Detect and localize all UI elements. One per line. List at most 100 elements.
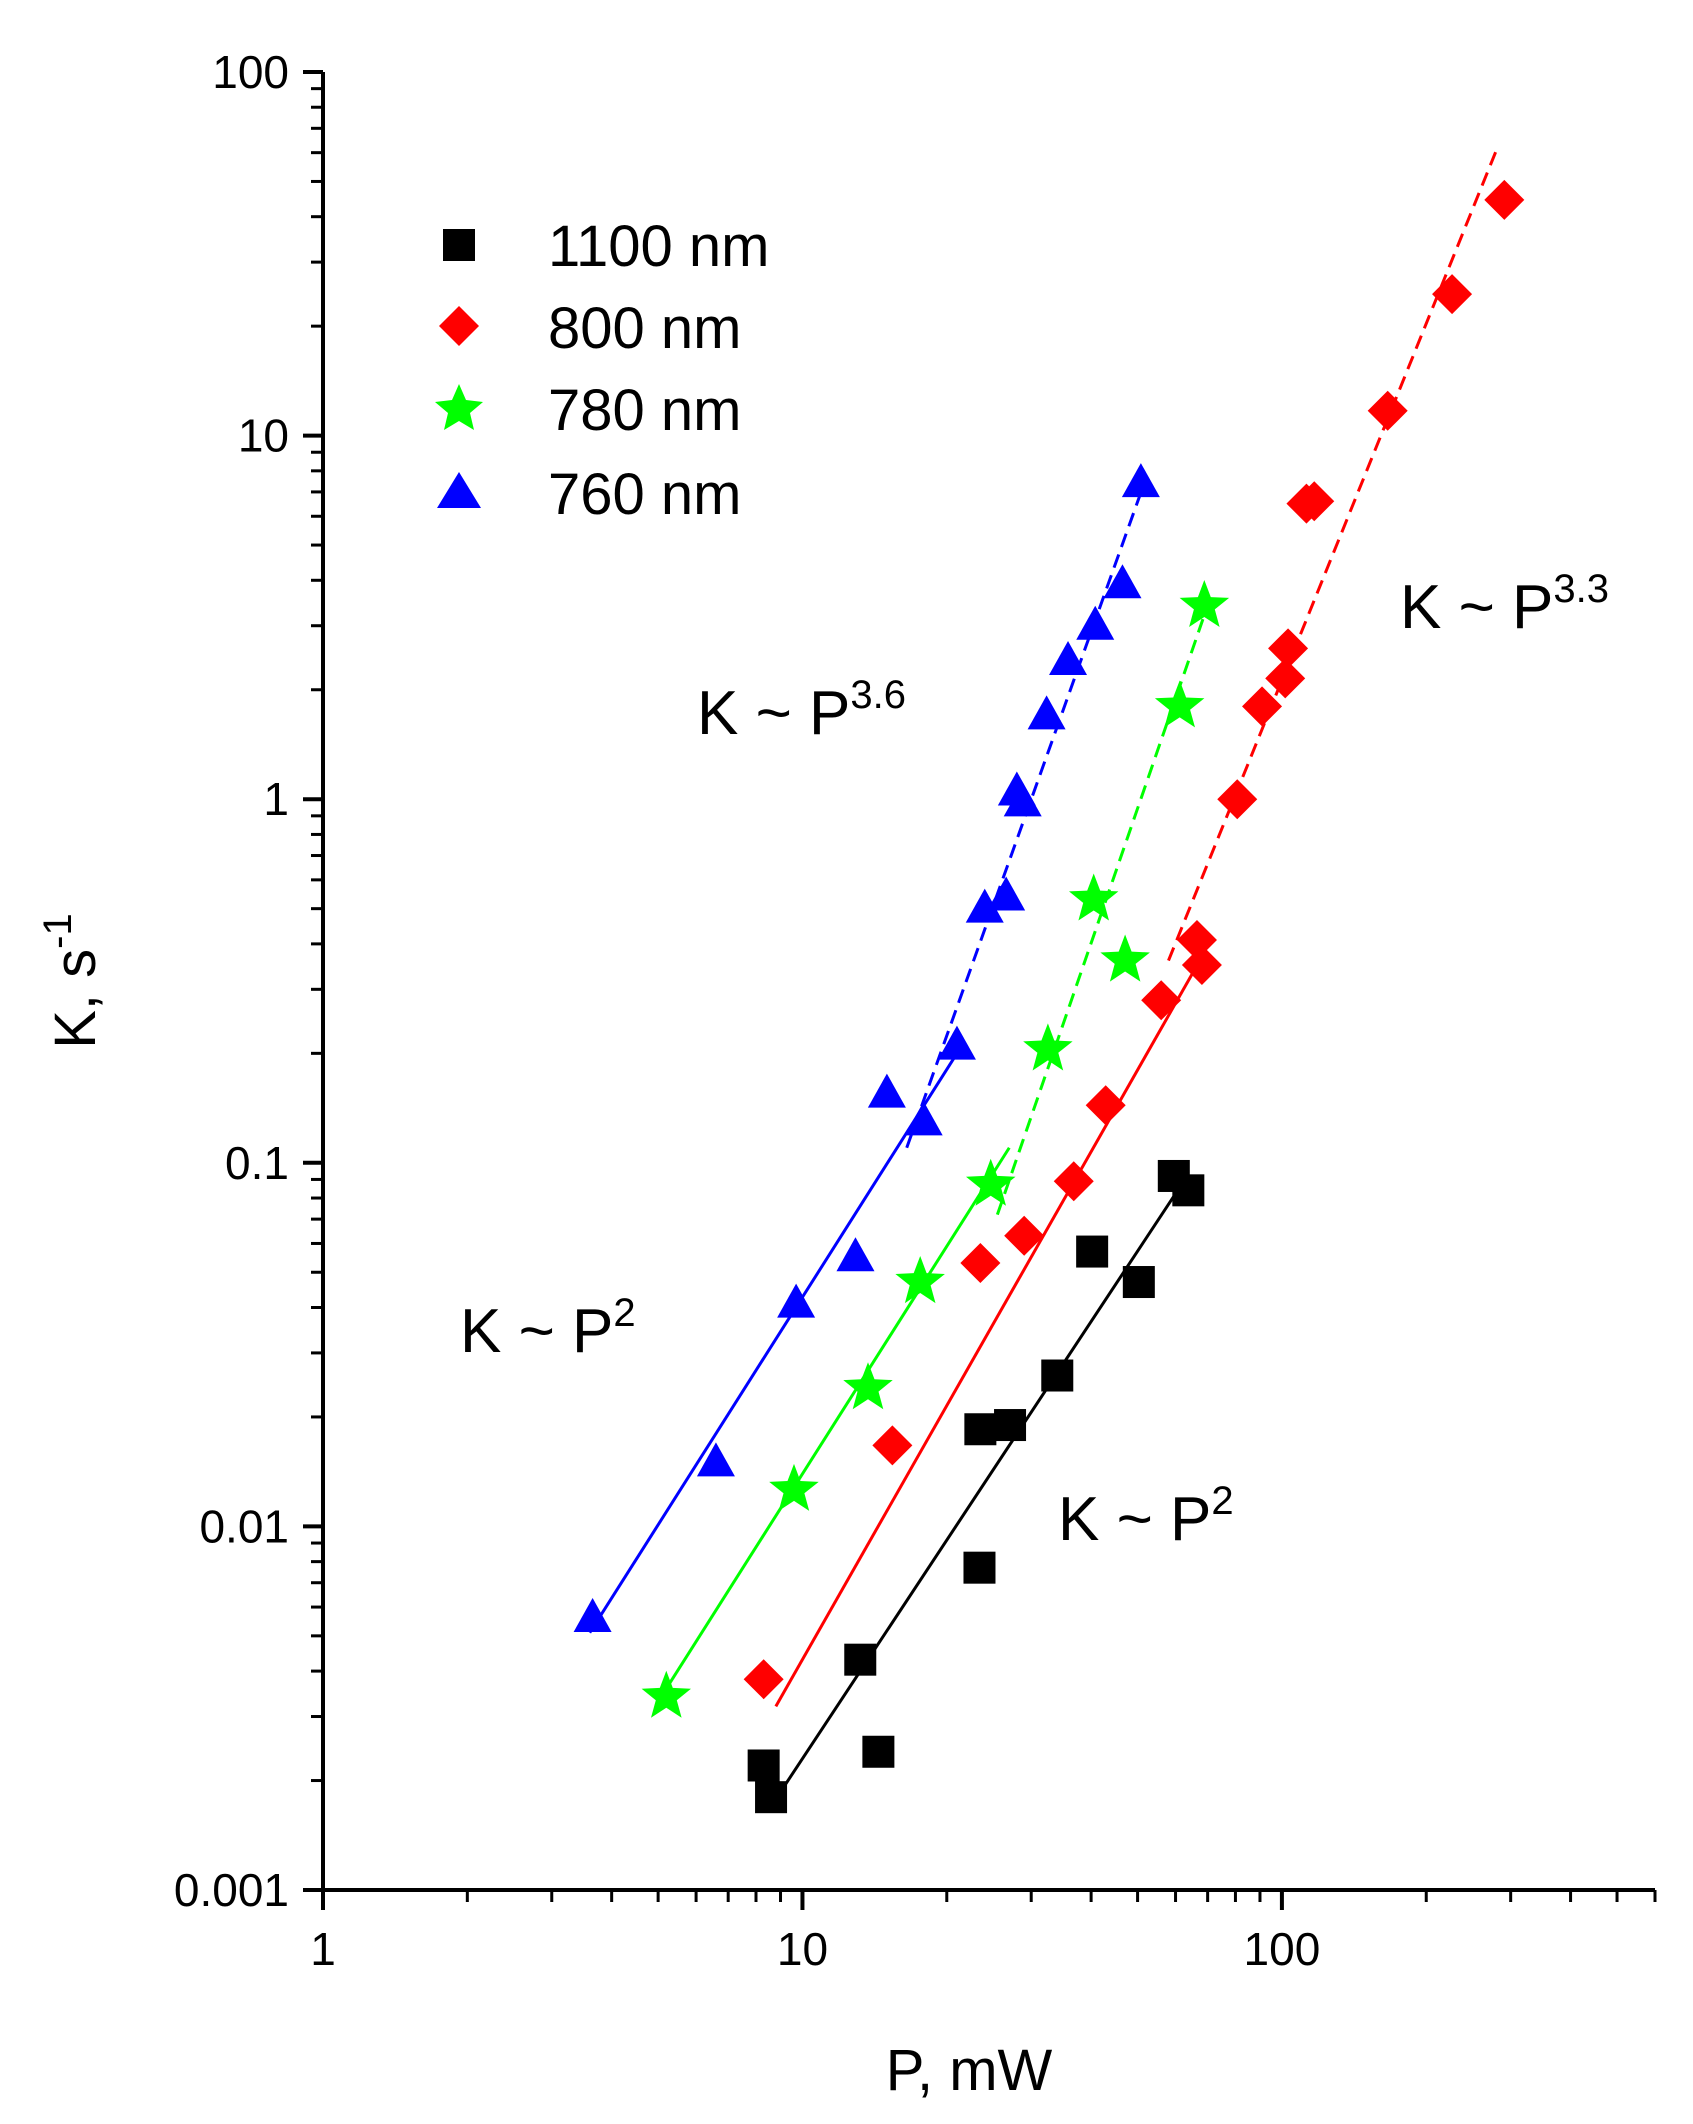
y-tick-label: 100 bbox=[212, 46, 289, 98]
data-point-square bbox=[1041, 1359, 1074, 1392]
legend: 1100 nm 800 nm 780 nm 760 nm bbox=[435, 214, 769, 527]
data-point-star bbox=[843, 1362, 893, 1410]
axes bbox=[321, 72, 1655, 1892]
data-point-star bbox=[1179, 580, 1230, 627]
annotation-exponent: 3.6 bbox=[850, 673, 906, 717]
annotation-base: K ~ P bbox=[1400, 573, 1553, 642]
data-point-square bbox=[963, 1551, 996, 1584]
data-point-diamond bbox=[1181, 944, 1222, 985]
data-point-triangle bbox=[1076, 605, 1115, 640]
y-axis-title: K, s-1 bbox=[36, 913, 108, 1049]
fit-line-solid bbox=[656, 1146, 1011, 1703]
annotation-k-p-2-blue: K ~ P2 bbox=[460, 1291, 636, 1366]
legend-label: 1100 nm bbox=[548, 214, 769, 279]
data-point-square bbox=[1122, 1266, 1155, 1299]
fit-line-solid bbox=[588, 1044, 964, 1634]
x-tick-label: 10 bbox=[777, 1923, 828, 1975]
data-point-star bbox=[1154, 680, 1205, 728]
x-tick-label: 100 bbox=[1244, 1923, 1321, 1975]
data-point-star bbox=[641, 1670, 691, 1718]
annotation-k-p-3.3: K ~ P3.3 bbox=[1400, 567, 1609, 642]
x-axis-title: P, mW bbox=[886, 2038, 1053, 2103]
fit-line-solid bbox=[769, 1187, 1181, 1808]
data-point-diamond bbox=[1242, 686, 1283, 727]
legend-item-760nm: 760 nm bbox=[437, 462, 741, 527]
data-point-triangle bbox=[1049, 640, 1088, 675]
legend-label: 780 nm bbox=[548, 378, 741, 443]
data-point-triangle bbox=[696, 1442, 735, 1477]
data-point-star bbox=[966, 1158, 1016, 1206]
annotation-k-p-2-black: K ~ P2 bbox=[1058, 1479, 1234, 1554]
x-tick-label: 1 bbox=[310, 1923, 336, 1975]
annotation-exponent: 2 bbox=[1211, 1479, 1233, 1523]
data-point-star bbox=[895, 1256, 945, 1304]
data-point-square bbox=[964, 1413, 997, 1446]
data-point-square bbox=[994, 1409, 1027, 1442]
annotations: K ~ P3.6 K ~ P3.3 K ~ P2 K ~ P2 bbox=[460, 567, 1609, 1554]
data-point-triangle bbox=[1027, 695, 1066, 730]
data-point-triangle bbox=[937, 1025, 976, 1060]
data-point-triangle bbox=[987, 876, 1026, 911]
annotation-base: K ~ P bbox=[1058, 1485, 1211, 1554]
data-points bbox=[573, 179, 1525, 1814]
data-point-diamond bbox=[1367, 390, 1408, 431]
legend-item-1100nm: 1100 nm bbox=[443, 214, 769, 279]
data-point-diamond bbox=[743, 1659, 784, 1700]
data-point-triangle bbox=[904, 1101, 943, 1136]
data-point-diamond bbox=[1085, 1085, 1126, 1126]
data-point-square bbox=[844, 1643, 877, 1676]
data-point-star bbox=[769, 1463, 819, 1511]
legend-marker-triangle bbox=[437, 472, 481, 508]
data-point-triangle bbox=[836, 1237, 875, 1272]
data-point-triangle bbox=[867, 1073, 906, 1108]
data-point-diamond bbox=[1432, 274, 1473, 315]
fit-line-solid bbox=[774, 951, 1206, 1708]
data-point-diamond bbox=[1265, 658, 1306, 699]
data-point-diamond bbox=[1176, 919, 1217, 960]
annotation-k-p-3.6: K ~ P3.6 bbox=[697, 673, 906, 748]
data-point-star bbox=[1069, 873, 1119, 921]
data-point-diamond bbox=[1217, 779, 1258, 820]
data-point-square bbox=[862, 1735, 895, 1768]
data-point-star bbox=[1100, 934, 1150, 982]
data-point-star bbox=[1023, 1023, 1073, 1071]
ticks: 1 10 100 0.001 0.01 0.1 1 10 100 bbox=[174, 46, 1657, 1975]
y-tick-label: 10 bbox=[238, 410, 289, 462]
data-point-triangle bbox=[1003, 782, 1042, 817]
data-point-triangle bbox=[965, 888, 1004, 923]
data-point-diamond bbox=[1294, 481, 1335, 522]
annotation-base: K ~ P bbox=[697, 679, 850, 748]
data-point-diamond bbox=[872, 1425, 913, 1466]
data-point-diamond bbox=[1053, 1161, 1094, 1202]
data-point-triangle bbox=[1103, 564, 1142, 599]
data-point-square bbox=[755, 1781, 788, 1814]
legend-marker-diamond bbox=[439, 306, 479, 346]
data-point-diamond bbox=[1004, 1215, 1045, 1256]
y-tick-label: 0.001 bbox=[174, 1864, 289, 1916]
data-point-diamond bbox=[1484, 179, 1525, 220]
y-axis-title-base: K, s bbox=[43, 949, 108, 1049]
legend-label: 760 nm bbox=[548, 462, 741, 527]
legend-marker-square bbox=[443, 229, 475, 261]
legend-item-780nm: 780 nm bbox=[435, 378, 741, 443]
annotation-exponent: 2 bbox=[613, 1291, 635, 1335]
fit-line-dashed bbox=[1167, 144, 1500, 962]
annotation-base: K ~ P bbox=[460, 1297, 613, 1366]
data-point-diamond bbox=[1268, 628, 1309, 669]
y-tick-label: 1 bbox=[263, 773, 289, 825]
y-tick-label: 0.1 bbox=[225, 1137, 289, 1189]
data-point-square bbox=[1076, 1235, 1109, 1268]
y-tick-label: 0.01 bbox=[199, 1500, 289, 1552]
legend-label: 800 nm bbox=[548, 296, 741, 361]
data-point-diamond bbox=[1141, 980, 1182, 1021]
data-point-diamond bbox=[960, 1243, 1001, 1284]
legend-marker-star bbox=[435, 384, 483, 430]
data-point-triangle bbox=[777, 1283, 816, 1318]
y-axis-title-exponent: -1 bbox=[36, 913, 80, 949]
data-point-triangle bbox=[1121, 463, 1160, 498]
annotation-exponent: 3.3 bbox=[1553, 567, 1609, 611]
data-point-square bbox=[1172, 1174, 1205, 1207]
data-point-square bbox=[747, 1749, 780, 1782]
data-point-triangle bbox=[573, 1597, 612, 1632]
